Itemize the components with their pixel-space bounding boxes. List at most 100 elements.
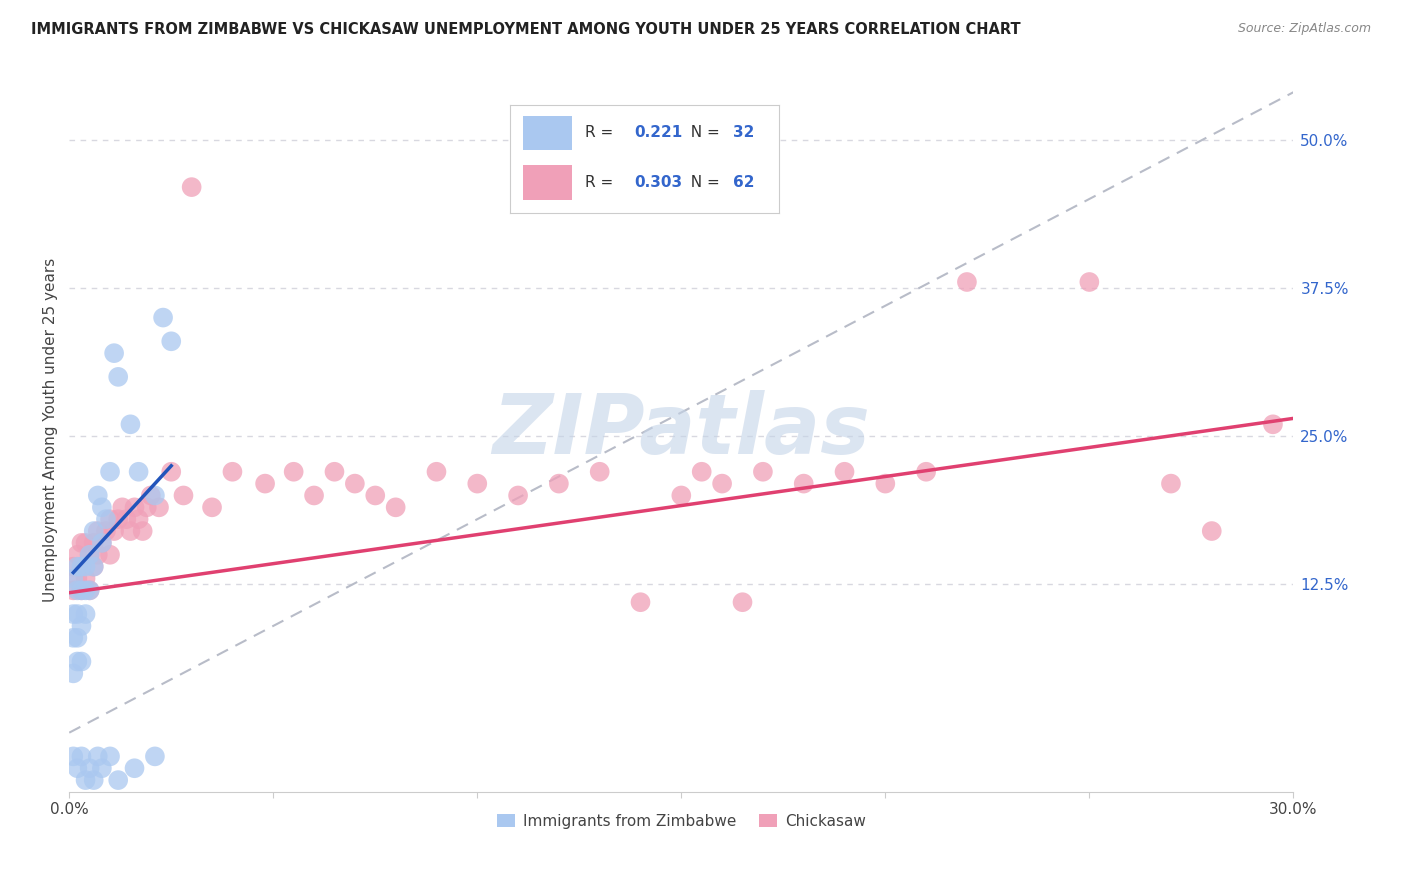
Point <box>135 500 157 515</box>
Point <box>75 773 97 788</box>
Legend: Immigrants from Zimbabwe, Chickasaw: Immigrants from Zimbabwe, Chickasaw <box>491 807 872 835</box>
Point <box>107 773 129 788</box>
Point <box>1078 275 1101 289</box>
Point <box>111 500 134 515</box>
Point <box>124 500 146 515</box>
Point <box>793 476 815 491</box>
Point <box>90 500 112 515</box>
Point <box>98 465 121 479</box>
Point <box>87 548 110 562</box>
Point <box>671 488 693 502</box>
Point <box>103 346 125 360</box>
Point <box>201 500 224 515</box>
Point <box>128 512 150 526</box>
Point <box>66 607 89 621</box>
Text: ZIPatlas: ZIPatlas <box>492 390 870 471</box>
Point <box>630 595 652 609</box>
Point <box>66 559 89 574</box>
Point <box>139 488 162 502</box>
Point <box>62 559 84 574</box>
Point <box>70 749 93 764</box>
Point <box>915 465 938 479</box>
Point <box>83 559 105 574</box>
Point <box>70 583 93 598</box>
Point <box>83 524 105 538</box>
Point <box>79 761 101 775</box>
Point <box>221 465 243 479</box>
Point <box>302 488 325 502</box>
Point <box>79 548 101 562</box>
Point <box>180 180 202 194</box>
Point <box>66 548 89 562</box>
Point <box>87 524 110 538</box>
Point <box>143 488 166 502</box>
Point <box>143 749 166 764</box>
Point <box>834 465 856 479</box>
Point <box>70 559 93 574</box>
Point <box>506 488 529 502</box>
Point <box>75 559 97 574</box>
Point <box>384 500 406 515</box>
Point <box>75 583 97 598</box>
Point <box>98 548 121 562</box>
Point <box>66 655 89 669</box>
Point <box>124 761 146 775</box>
Point <box>752 465 775 479</box>
Point <box>425 465 447 479</box>
Point <box>66 572 89 586</box>
Point <box>66 631 89 645</box>
Point <box>120 417 142 432</box>
Point <box>323 465 346 479</box>
Point <box>90 761 112 775</box>
Text: IMMIGRANTS FROM ZIMBABWE VS CHICKASAW UNEMPLOYMENT AMONG YOUTH UNDER 25 YEARS CO: IMMIGRANTS FROM ZIMBABWE VS CHICKASAW UN… <box>31 22 1021 37</box>
Point <box>94 512 117 526</box>
Point <box>731 595 754 609</box>
Point <box>79 583 101 598</box>
Point <box>66 583 89 598</box>
Point <box>254 476 277 491</box>
Point <box>83 773 105 788</box>
Point <box>1261 417 1284 432</box>
Point <box>62 607 84 621</box>
Point <box>70 655 93 669</box>
Point <box>107 512 129 526</box>
Point <box>690 465 713 479</box>
Point <box>70 559 93 574</box>
Point <box>115 512 138 526</box>
Point <box>589 465 612 479</box>
Point <box>120 524 142 538</box>
Point <box>70 583 93 598</box>
Point <box>548 476 571 491</box>
Point <box>128 465 150 479</box>
Point <box>343 476 366 491</box>
Point <box>79 583 101 598</box>
Point <box>148 500 170 515</box>
Y-axis label: Unemployment Among Youth under 25 years: Unemployment Among Youth under 25 years <box>44 258 58 602</box>
Point <box>70 619 93 633</box>
Point <box>173 488 195 502</box>
Point <box>956 275 979 289</box>
Point <box>131 524 153 538</box>
Point <box>103 524 125 538</box>
Point <box>875 476 897 491</box>
Point <box>62 631 84 645</box>
Point <box>62 749 84 764</box>
Point <box>75 536 97 550</box>
Point <box>364 488 387 502</box>
Point <box>283 465 305 479</box>
Point <box>90 536 112 550</box>
Point <box>94 524 117 538</box>
Point <box>1160 476 1182 491</box>
Point <box>160 465 183 479</box>
Point <box>83 536 105 550</box>
Point <box>98 512 121 526</box>
Point <box>62 572 84 586</box>
Point <box>465 476 488 491</box>
Point <box>98 749 121 764</box>
Point <box>90 536 112 550</box>
Point <box>160 334 183 349</box>
Point <box>87 749 110 764</box>
Point <box>62 666 84 681</box>
Point <box>152 310 174 325</box>
Point <box>66 761 89 775</box>
